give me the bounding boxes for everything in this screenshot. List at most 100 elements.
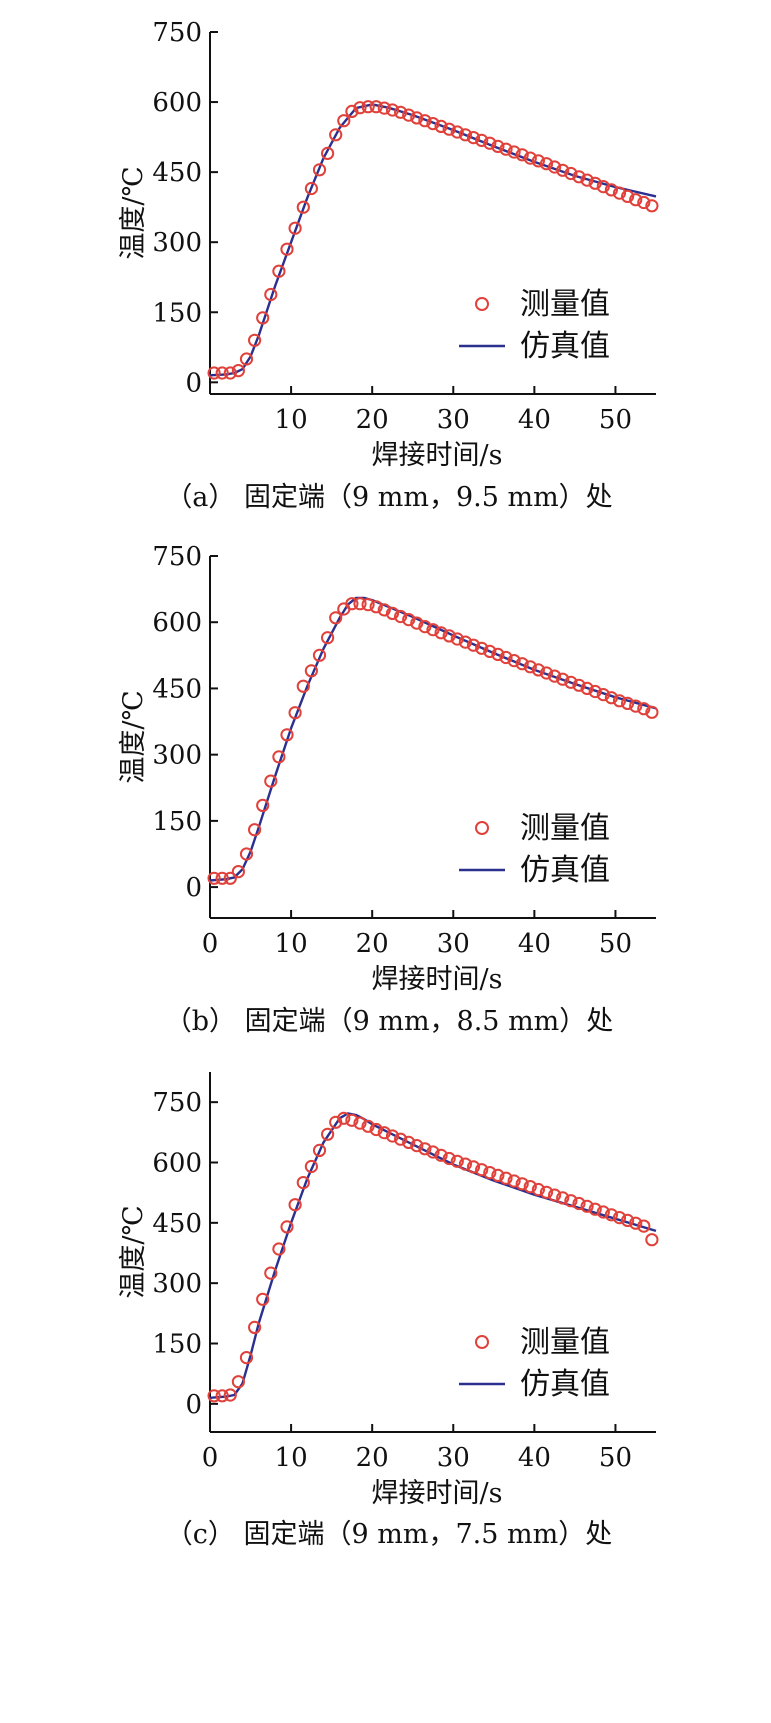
y-tick-label: 450	[152, 1209, 202, 1239]
data-point-measured	[426, 623, 440, 637]
x-tick-label: 40	[518, 929, 551, 959]
data-point-measured	[288, 221, 302, 235]
y-tick-label: 150	[152, 298, 202, 328]
data-point-measured	[377, 101, 391, 115]
data-point-measured	[223, 366, 237, 380]
y-tick-label: 750	[152, 1088, 202, 1118]
data-point-measured	[507, 1174, 521, 1188]
data-point-measured	[515, 1177, 529, 1191]
legend-label-measured: 测量值	[520, 811, 610, 846]
data-point-measured	[345, 597, 359, 611]
x-tick-label: 50	[599, 1443, 632, 1473]
x-tick-label: 0	[202, 929, 219, 959]
chart-panel-b: 温度/℃ 焊接时间/s （b） 固定端（9 mm，8.5 mm）处 测量值 仿真…	[118, 542, 659, 1037]
data-point-measured	[272, 1242, 286, 1256]
legend: 测量值 仿真值	[459, 811, 610, 888]
data-point-measured	[248, 1320, 262, 1335]
y-tick-label: 600	[152, 1149, 202, 1179]
data-point-measured	[264, 1266, 278, 1280]
data-point-measured	[572, 170, 586, 184]
x-tick-label: 30	[437, 929, 470, 959]
chart-panel-c: 温度/℃ 焊接时间/s （c） 固定端（9 mm，7.5 mm）处 测量值 仿真…	[118, 1072, 659, 1550]
data-point-measured	[426, 117, 440, 131]
y-tick-label: 300	[152, 741, 202, 771]
data-point-measured	[280, 728, 294, 742]
data-point-measured	[345, 104, 359, 119]
data-point-measured	[483, 644, 497, 659]
x-tick-label: 30	[437, 1443, 470, 1473]
data-point-measured	[288, 706, 302, 720]
y-axis-label-wrap: 温度/℃	[118, 690, 149, 783]
data-point-measured	[645, 705, 659, 719]
data-point-measured	[637, 1219, 651, 1233]
data-point-measured	[385, 1129, 400, 1143]
data-point-measured	[231, 1375, 245, 1389]
data-point-measured	[231, 865, 245, 879]
data-point-measured	[394, 105, 408, 119]
data-point-measured	[304, 664, 318, 678]
data-point-measured	[556, 672, 570, 686]
data-point-measured	[548, 1188, 562, 1202]
data-point-measured	[491, 139, 505, 153]
data-point-measured	[248, 333, 262, 347]
data-point-measured	[523, 151, 537, 165]
panel-caption: （b） 固定端（9 mm，8.5 mm）处	[165, 1006, 614, 1037]
chart-panel-a: 温度/℃ 焊接时间/s （a） 固定端（9 mm，9.5 mm）处 测量值 仿真…	[118, 18, 659, 513]
data-point-measured	[207, 871, 221, 885]
data-point-measured	[207, 366, 221, 380]
data-point-measured	[402, 108, 416, 122]
data-point-measured	[499, 1171, 513, 1185]
data-point-measured	[223, 1388, 237, 1402]
data-point-measured	[312, 648, 327, 662]
x-tick-label: 40	[518, 1443, 551, 1473]
x-tick-label: 40	[518, 405, 551, 435]
data-point-measured	[458, 1157, 472, 1171]
y-axis-label: 温度/℃	[118, 1205, 149, 1298]
data-point-measured	[321, 631, 335, 645]
panel-caption: （a） 固定端（9 mm，9.5 mm）处	[165, 482, 612, 513]
data-point-measured	[539, 666, 554, 680]
x-tick-label: 30	[437, 405, 470, 435]
y-tick-label: 750	[152, 542, 202, 572]
data-point-measured	[483, 1166, 497, 1180]
data-point-measured	[629, 193, 643, 207]
data-point-measured	[418, 114, 432, 128]
y-axis-label-wrap: 温度/℃	[118, 1205, 149, 1298]
data-point-measured	[580, 173, 594, 187]
legend: 测量值 仿真值	[459, 287, 610, 364]
data-point-measured	[264, 774, 278, 788]
data-point-measured	[523, 660, 537, 674]
data-point-measured	[475, 1163, 489, 1177]
legend-marker-measured	[475, 821, 489, 835]
y-tick-label: 600	[152, 88, 202, 118]
data-point-measured	[361, 598, 375, 612]
y-tick-label: 0	[185, 873, 202, 903]
data-point-measured	[515, 657, 529, 671]
data-point-measured	[531, 154, 546, 168]
legend-marker-measured	[475, 1335, 489, 1349]
data-point-measured	[231, 364, 245, 378]
data-point-measured	[256, 311, 270, 325]
data-point-measured	[499, 142, 513, 156]
data-point-measured	[321, 146, 335, 160]
data-point-measured	[621, 696, 635, 711]
data-point-measured	[604, 1208, 619, 1222]
data-point-measured	[612, 694, 627, 708]
data-point-measured	[223, 871, 237, 885]
data-point-measured	[604, 691, 619, 705]
legend-label-simulated: 仿真值	[520, 853, 610, 888]
legend: 测量值 仿真值	[459, 1325, 610, 1402]
y-tick-label: 0	[185, 368, 202, 398]
data-point-measured	[418, 620, 432, 634]
data-point-measured	[410, 616, 424, 630]
data-point-measured	[312, 163, 327, 177]
data-point-measured	[361, 100, 375, 114]
data-point-measured	[256, 1292, 270, 1306]
legend-label-simulated: 仿真值	[520, 329, 610, 364]
data-point-measured	[556, 1191, 570, 1205]
data-point-measured	[353, 597, 367, 611]
data-point-measured	[304, 1159, 318, 1174]
data-point-measured	[629, 699, 643, 713]
data-point-measured	[523, 1180, 537, 1194]
